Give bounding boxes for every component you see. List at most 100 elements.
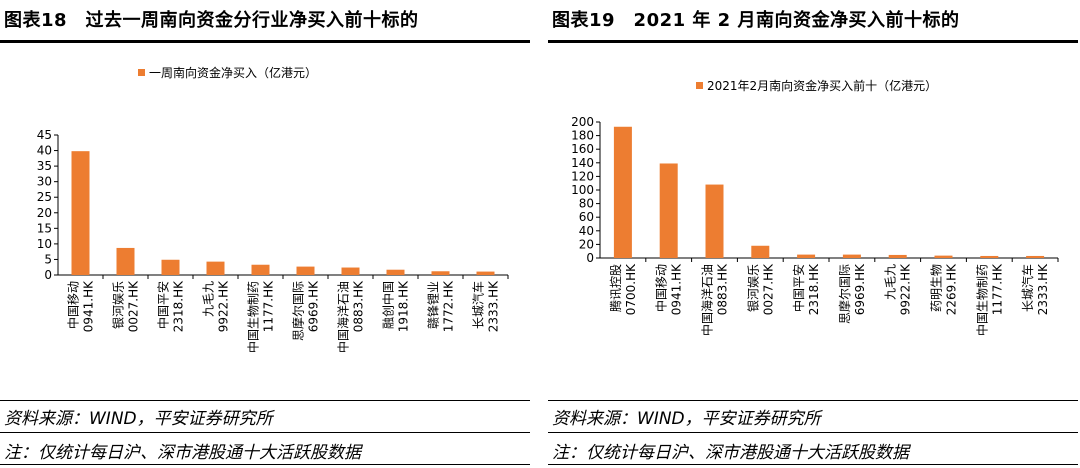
- x-tick-label-name: 思摩尔国际: [291, 281, 306, 341]
- y-tick-label: 140: [571, 156, 594, 170]
- y-tick-label: 45: [37, 128, 52, 142]
- bar-4: [206, 261, 225, 275]
- y-tick-label: 15: [37, 221, 52, 235]
- x-tick-label-group: 思摩尔国际 6969.HK: [291, 280, 321, 341]
- divider: [548, 432, 1078, 433]
- bar-5: [251, 264, 270, 275]
- title-bar: 图表18 过去一周南向资金分行业净买入前十标的: [0, 0, 530, 43]
- y-tick-label: 120: [571, 169, 594, 183]
- x-tick-label-code: 1918.HK: [397, 280, 411, 332]
- x-tick-label-group: 赣锋锂业 1772.HK: [426, 280, 456, 332]
- y-tick-label: 20: [37, 206, 52, 220]
- x-tick-label-name: 银河娱乐: [112, 281, 126, 329]
- x-tick-label-group: 中国海洋石油 0883.HK: [700, 263, 730, 336]
- chart-title: 图表18 过去一周南向资金分行业净买入前十标的: [4, 10, 419, 31]
- source-text: 资料来源：WIND，平安证券研究所: [552, 409, 821, 429]
- y-tick-label: 40: [37, 144, 52, 158]
- bar-5: [797, 254, 816, 258]
- x-tick-label-group: 中国移动 0941.HK: [66, 280, 96, 332]
- x-tick-label-code: 9922.HK: [217, 280, 231, 332]
- divider: [548, 464, 1078, 465]
- x-tick-label-code: 1772.HK: [442, 280, 456, 332]
- x-tick-label-name: 腾讯控股: [608, 264, 623, 312]
- x-tick-label-group: 长城汽车 2333.HK: [471, 280, 501, 332]
- y-tick-label: 160: [571, 142, 594, 156]
- y-tick-label: 80: [579, 197, 594, 211]
- x-tick-label-group: 银河娱乐 0027.HK: [746, 263, 775, 315]
- x-tick-label-group: 银河娱乐 0027.HK: [112, 280, 141, 332]
- x-tick-label-name: 银河娱乐: [746, 264, 760, 312]
- y-tick-label: 200: [571, 115, 594, 129]
- x-tick-label-code: 1177.HK: [990, 263, 1004, 315]
- bar-6: [296, 266, 315, 275]
- x-tick-label-group: 中国海洋石油 0883.HK: [336, 280, 366, 353]
- bar-8: [934, 255, 953, 258]
- chart-panel-left: 图表18 过去一周南向资金分行业净买入前十标的 一周南向资金净买入（亿港元） 0 5…: [0, 0, 530, 468]
- y-tick-label: 10: [37, 237, 52, 251]
- x-tick-label-group: 药明生物 2269.HK: [930, 263, 959, 315]
- bar-7: [888, 254, 907, 258]
- x-tick-label-code: 6969.HK: [853, 263, 867, 315]
- x-tick-label-group: 中国平安 2318.HK: [791, 263, 821, 315]
- legend-swatch: [138, 69, 145, 76]
- bar-chart-monthly: 2021年2月南向资金净买入前十（亿港元）0204060801001201401…: [571, 78, 1059, 336]
- x-tick-label-group: 中国平安 2318.HK: [156, 280, 186, 332]
- x-tick-label-group: 九毛九 9922.HK: [202, 280, 231, 332]
- x-tick-label-name: 中国平安: [156, 281, 171, 329]
- bar-4: [751, 245, 770, 258]
- x-tick-label-code: 6969.HK: [307, 280, 321, 332]
- y-tick-label: 25: [37, 190, 52, 204]
- y-tick-label: 30: [37, 175, 52, 189]
- divider: [0, 464, 530, 465]
- y-tick-label: 20: [579, 237, 594, 251]
- x-tick-label-name: 中国移动: [66, 281, 81, 329]
- bar-7: [341, 267, 360, 275]
- x-tick-label-name: 中国生物制药: [246, 281, 261, 353]
- y-tick-label: 0: [44, 268, 52, 282]
- x-tick-label-name: 长城汽车: [471, 281, 486, 329]
- divider: [0, 400, 530, 401]
- x-tick-label-code: 2269.HK: [945, 263, 959, 315]
- x-tick-label-name: 中国移动: [654, 264, 669, 312]
- bar-2: [659, 163, 678, 258]
- x-tick-label-code: 2318.HK: [807, 263, 821, 315]
- x-tick-label-name: 长城汽车: [1020, 264, 1035, 312]
- bar-3: [705, 184, 724, 258]
- x-tick-label-name: 中国海洋石油: [700, 264, 715, 336]
- x-tick-label-code: 0027.HK: [761, 263, 775, 315]
- x-tick-label-name: 中国平安: [791, 264, 806, 312]
- x-tick-label-code: 2333.HK: [487, 280, 501, 332]
- x-tick-label-code: 2333.HK: [1036, 263, 1050, 315]
- x-tick-label-code: 0883.HK: [716, 263, 730, 315]
- y-tick-label: 0: [586, 251, 594, 265]
- y-tick-label: 100: [571, 183, 594, 197]
- legend-swatch: [696, 82, 703, 89]
- x-tick-label-group: 中国生物制药 1177.HK: [974, 263, 1004, 336]
- x-tick-label-group: 中国生物制药 1177.HK: [246, 280, 276, 353]
- x-tick-label-code: 1177.HK: [262, 280, 276, 332]
- bar-9: [980, 255, 999, 258]
- y-tick-label: 40: [579, 224, 594, 238]
- bar-1: [613, 126, 632, 258]
- bar-8: [386, 269, 405, 275]
- x-tick-label-code: 0941.HK: [82, 280, 96, 332]
- chart-title: 图表19 2021 年 2 月南向资金净买入前十标的: [552, 10, 960, 31]
- x-tick-label-name: 赣锋锂业: [426, 281, 441, 329]
- legend-label: 一周南向资金净买入（亿港元）: [149, 65, 317, 80]
- note-text: 注：仅统计每日沪、深市港股通十大活跃股数据: [552, 443, 909, 463]
- bar-1: [71, 151, 90, 275]
- x-tick-label-group: 腾讯控股 0700.HK: [608, 263, 638, 315]
- x-tick-label-name: 九毛九: [884, 264, 898, 300]
- x-tick-label-group: 中国移动 0941.HK: [654, 263, 684, 315]
- y-tick-label: 60: [579, 210, 594, 224]
- x-tick-label-code: 0027.HK: [127, 280, 141, 332]
- x-tick-label-name: 九毛九: [202, 281, 216, 317]
- x-tick-label-group: 长城汽车 2333.HK: [1020, 263, 1050, 315]
- divider: [0, 432, 530, 433]
- bar-9: [431, 271, 450, 275]
- note-text: 注：仅统计每日沪、深市港股通十大活跃股数据: [4, 443, 361, 463]
- divider: [548, 400, 1078, 401]
- legend-label: 2021年2月南向资金净买入前十（亿港元）: [707, 78, 937, 93]
- x-tick-label-name: 中国海洋石油: [336, 281, 351, 353]
